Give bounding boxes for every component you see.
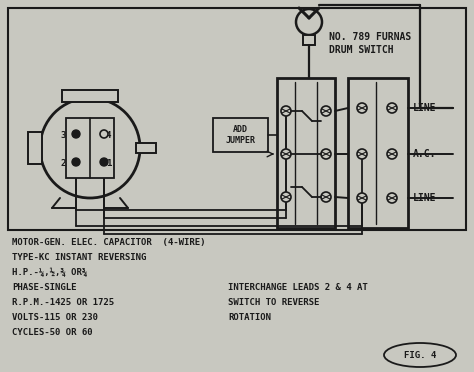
Text: H.P.-¼,½,¾ OR¾: H.P.-¼,½,¾ OR¾	[12, 268, 87, 277]
Ellipse shape	[384, 343, 456, 367]
Circle shape	[72, 130, 80, 138]
Text: 4: 4	[106, 131, 111, 140]
Circle shape	[72, 158, 80, 166]
Text: LINE: LINE	[413, 193, 437, 203]
Text: CYCLES-50 OR 60: CYCLES-50 OR 60	[12, 328, 92, 337]
Circle shape	[387, 193, 397, 203]
Text: ROTATION: ROTATION	[228, 313, 271, 322]
Circle shape	[321, 106, 331, 116]
Circle shape	[281, 192, 291, 202]
Circle shape	[321, 192, 331, 202]
Text: R.P.M.-1425 OR 1725: R.P.M.-1425 OR 1725	[12, 298, 114, 307]
Text: SWITCH TO REVERSE: SWITCH TO REVERSE	[228, 298, 319, 307]
Circle shape	[40, 98, 140, 198]
Circle shape	[357, 193, 367, 203]
Text: LINE: LINE	[413, 103, 437, 113]
Circle shape	[357, 149, 367, 159]
Text: MOTOR-GEN. ELEC. CAPACITOR  (4-WIRE): MOTOR-GEN. ELEC. CAPACITOR (4-WIRE)	[12, 238, 206, 247]
Text: NO. 789 FURNAS
DRUM SWITCH: NO. 789 FURNAS DRUM SWITCH	[329, 32, 411, 55]
Bar	[348, 78, 408, 228]
Text: 2: 2	[61, 158, 66, 167]
Bar	[277, 78, 335, 228]
Circle shape	[387, 103, 397, 113]
Text: 1: 1	[106, 158, 111, 167]
Circle shape	[100, 130, 108, 138]
Bar	[136, 143, 156, 153]
Text: 3: 3	[61, 131, 66, 140]
Bar	[66, 118, 114, 178]
Bar	[28, 132, 42, 164]
Bar	[8, 8, 466, 230]
Circle shape	[387, 149, 397, 159]
Circle shape	[281, 149, 291, 159]
Text: VOLTS-115 OR 230: VOLTS-115 OR 230	[12, 313, 98, 322]
Circle shape	[296, 9, 322, 35]
Circle shape	[357, 103, 367, 113]
Text: INTERCHANGE LEADS 2 & 4 AT: INTERCHANGE LEADS 2 & 4 AT	[228, 283, 368, 292]
Text: FIG. 4: FIG. 4	[404, 350, 436, 359]
Text: A.C.: A.C.	[413, 149, 437, 159]
Bar	[62, 90, 118, 102]
Text: ADD
JUMPER: ADD JUMPER	[226, 125, 255, 145]
Circle shape	[321, 149, 331, 159]
Text: PHASE-SINGLE: PHASE-SINGLE	[12, 283, 76, 292]
Circle shape	[100, 158, 108, 166]
Bar	[213, 118, 268, 152]
Circle shape	[281, 106, 291, 116]
Text: TYPE-KC INSTANT REVERSING: TYPE-KC INSTANT REVERSING	[12, 253, 146, 262]
Bar	[303, 35, 315, 45]
